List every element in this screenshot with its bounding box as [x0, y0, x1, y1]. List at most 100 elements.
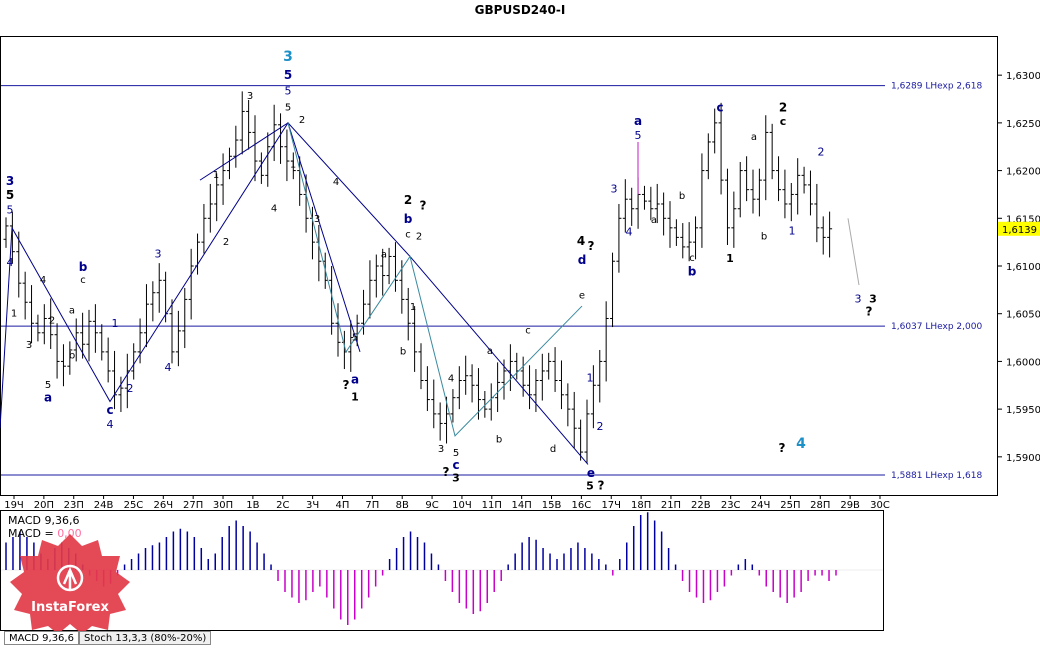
wave-label: 3 [26, 340, 32, 351]
ohlc-bar [571, 391, 577, 449]
wave-label: a [69, 306, 75, 317]
wave-label: 1 [290, 160, 296, 171]
wave-label: 1 [112, 317, 119, 330]
ohlc-bar [220, 153, 226, 205]
ohlc-bar [750, 169, 756, 214]
wave-label: 3 [6, 174, 14, 188]
x-tick-label: 25С [124, 500, 144, 511]
x-tick-label: 25П [780, 500, 800, 511]
ohlc-bar [667, 201, 673, 248]
wave-label: a [651, 215, 657, 226]
x-tick-label: 3Ч [306, 500, 319, 511]
x-tick-label: 15В [542, 500, 562, 511]
wave-label: e [587, 466, 595, 480]
wave-label: 2 [223, 237, 229, 248]
wave-label: b [69, 351, 75, 362]
wave-label: 5 [285, 84, 292, 97]
ohlc-bar [73, 318, 79, 362]
ohlc-bar [16, 231, 22, 298]
wave-label: a [44, 390, 52, 404]
wave-label: 5 [284, 68, 292, 82]
wave-line [0, 122, 589, 465]
x-tick-label: 16С [572, 500, 592, 511]
ohlc-bar [456, 366, 462, 410]
wave-label: 5 [453, 448, 459, 459]
wave-label: 3 [869, 292, 877, 305]
ohlc-bar [112, 350, 118, 410]
x-tick-label: 29В [840, 500, 860, 511]
chart-title: GBPUSD240-I [474, 3, 566, 17]
ohlc-bar [769, 123, 775, 180]
ohlc-bar [539, 353, 545, 401]
ohlc-bar [814, 183, 820, 243]
ohlc-bar [756, 168, 762, 217]
ohlc-bar [348, 320, 354, 372]
ohlc-bar [284, 129, 290, 182]
ohlc-bar [673, 219, 679, 246]
wave-label: d [578, 253, 587, 267]
ohlc-bar [578, 419, 584, 461]
x-tick-label: 14П [512, 500, 532, 511]
wave-label: 1 [410, 302, 416, 313]
ohlc-bar [654, 183, 660, 224]
tab-stoch[interactable]: Stoch 13,3,3 (80%-20%) [78, 631, 212, 645]
ohlc-bar [693, 216, 699, 260]
wave-label: 4 [271, 204, 277, 215]
wave-label: 1 [11, 309, 17, 320]
x-tick-label: 8В [396, 500, 409, 511]
wave-label: ? [588, 239, 595, 253]
x-tick-label: 22В [691, 500, 711, 511]
ohlc-bar [744, 156, 750, 202]
wave-label: 2 [818, 145, 825, 158]
ohlc-bar [54, 323, 60, 379]
ohlc-bar [252, 115, 258, 182]
tab-macd[interactable]: MACD 9,36,6 [4, 631, 79, 645]
ohlc-bar [507, 344, 513, 391]
wave-label: 2 [404, 193, 412, 207]
ohlc-bar [533, 369, 539, 412]
x-tick-label: 19Ч [4, 500, 24, 511]
ohlc-bar [546, 352, 552, 380]
wave-label: c [525, 326, 531, 337]
ohlc-bar [105, 337, 111, 383]
ohlc-bar [405, 287, 411, 341]
wave-label: 5 [7, 204, 14, 217]
ohlc-bar [80, 312, 86, 359]
wave-label: c [452, 458, 459, 472]
wave-label: 2 [597, 420, 604, 433]
ohlc-bar [686, 222, 692, 262]
ohlc-bar [246, 99, 252, 150]
ohlc-bar [48, 298, 54, 350]
y-tick-label: 1,6200 [1006, 167, 1040, 178]
wave-label: a [634, 114, 642, 128]
ohlc-bar [495, 362, 501, 412]
ohlc-bar [329, 266, 335, 335]
ohlc-bar [233, 125, 239, 168]
ohlc-bar [731, 191, 737, 248]
ohlc-bar [278, 113, 284, 164]
wave-label: b [679, 191, 685, 202]
y-tick-label: 1,6150 [1006, 214, 1040, 225]
ohlc-bar [150, 281, 156, 322]
wave-label: 3 [283, 49, 293, 65]
x-tick-label: 30С [870, 500, 890, 511]
ohlc-bar [335, 303, 341, 357]
ohlc-bar [680, 223, 686, 259]
macd-legend-title: MACD 9,36,6 [8, 514, 80, 527]
ohlc-bar [156, 263, 162, 313]
ohlc-bar [3, 217, 9, 248]
ohlc-bar [514, 352, 520, 380]
wave-label: a [381, 249, 387, 260]
ohlc-bar [367, 260, 373, 319]
ohlc-bar [801, 166, 807, 194]
x-tick-label: 11П [482, 500, 502, 511]
ohlc-bar [92, 304, 98, 353]
wave-label: 5 [635, 129, 642, 142]
x-tick-label: 24Ч [751, 500, 771, 511]
wave-label: ? [779, 441, 786, 455]
ohlc-bar [482, 390, 488, 418]
wave-label: 1 [789, 225, 796, 238]
wave-label: 3 [438, 444, 444, 455]
